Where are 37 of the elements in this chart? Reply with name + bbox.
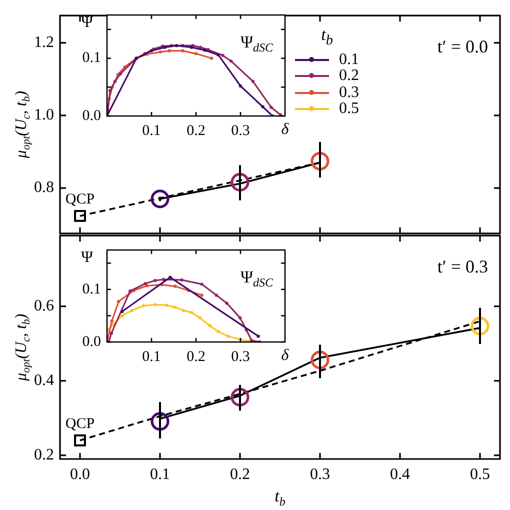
- legend-label: 0.5: [339, 100, 359, 118]
- annotation: t′ = 0.3: [437, 256, 488, 276]
- x-tick-label: 0.0: [70, 466, 90, 483]
- x-axis-title: δ: [281, 121, 290, 138]
- y-axis-title: μopt(Uc, tb): [13, 314, 33, 382]
- x-tick-label: 0.3: [231, 348, 250, 365]
- x-axis-title: δ: [281, 347, 290, 364]
- y-tick-label: 0.8: [34, 179, 54, 196]
- x-tick-label: 0.3: [310, 466, 330, 483]
- y-tick-label: 1.0: [34, 106, 54, 124]
- annotation: t′ = 0.0: [437, 36, 488, 56]
- y-tick-label: 0.2: [34, 446, 54, 464]
- legend-label: 0.3: [339, 84, 359, 102]
- x-tick-label: 0.1: [142, 122, 161, 139]
- x-tick-label: 0.1: [142, 348, 161, 365]
- x-tick-label: 0.5: [470, 466, 490, 483]
- y-tick-label: 0.6: [34, 298, 54, 315]
- y-tick-label: 0.1: [82, 50, 101, 66]
- x-tick-label: 0.3: [231, 122, 250, 139]
- x-tick-label: 0.2: [186, 348, 206, 365]
- y-axis-title: μopt(Uc, tb): [13, 90, 33, 160]
- legend-label: 0.2: [339, 67, 359, 86]
- x-tick-label: 0.2: [230, 466, 250, 483]
- annotation: QCP: [65, 416, 95, 432]
- x-tick-label: 0.4: [390, 466, 410, 483]
- legend-title: t$_{b}$: [320, 25, 334, 50]
- x-tick-label: 0.1: [150, 466, 170, 483]
- y-tick-label: 0.1: [82, 281, 101, 298]
- legend-label: 0.1: [339, 50, 359, 69]
- x-tick-label: 0.2: [186, 122, 206, 139]
- y-tick-label: 0.4: [34, 372, 54, 390]
- annotation: QCP: [65, 191, 95, 208]
- y-axis-title: Ψ: [81, 14, 94, 32]
- y-tick-label: 0.0: [82, 334, 101, 350]
- y-tick-label: 1.2: [34, 34, 54, 52]
- y-axis-title: Ψ: [81, 249, 94, 266]
- y-tick-label: 0.0: [82, 108, 101, 124]
